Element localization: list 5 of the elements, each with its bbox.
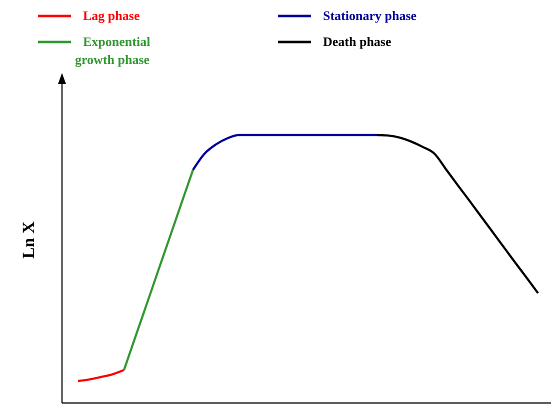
legend-label: Death phase [323, 34, 392, 49]
y-axis-title: Ln X [19, 220, 38, 259]
legend-label: Stationary phase [323, 8, 417, 23]
legend-label: Lag phase [83, 8, 140, 23]
legend-label: Exponential growth phase [75, 34, 151, 67]
